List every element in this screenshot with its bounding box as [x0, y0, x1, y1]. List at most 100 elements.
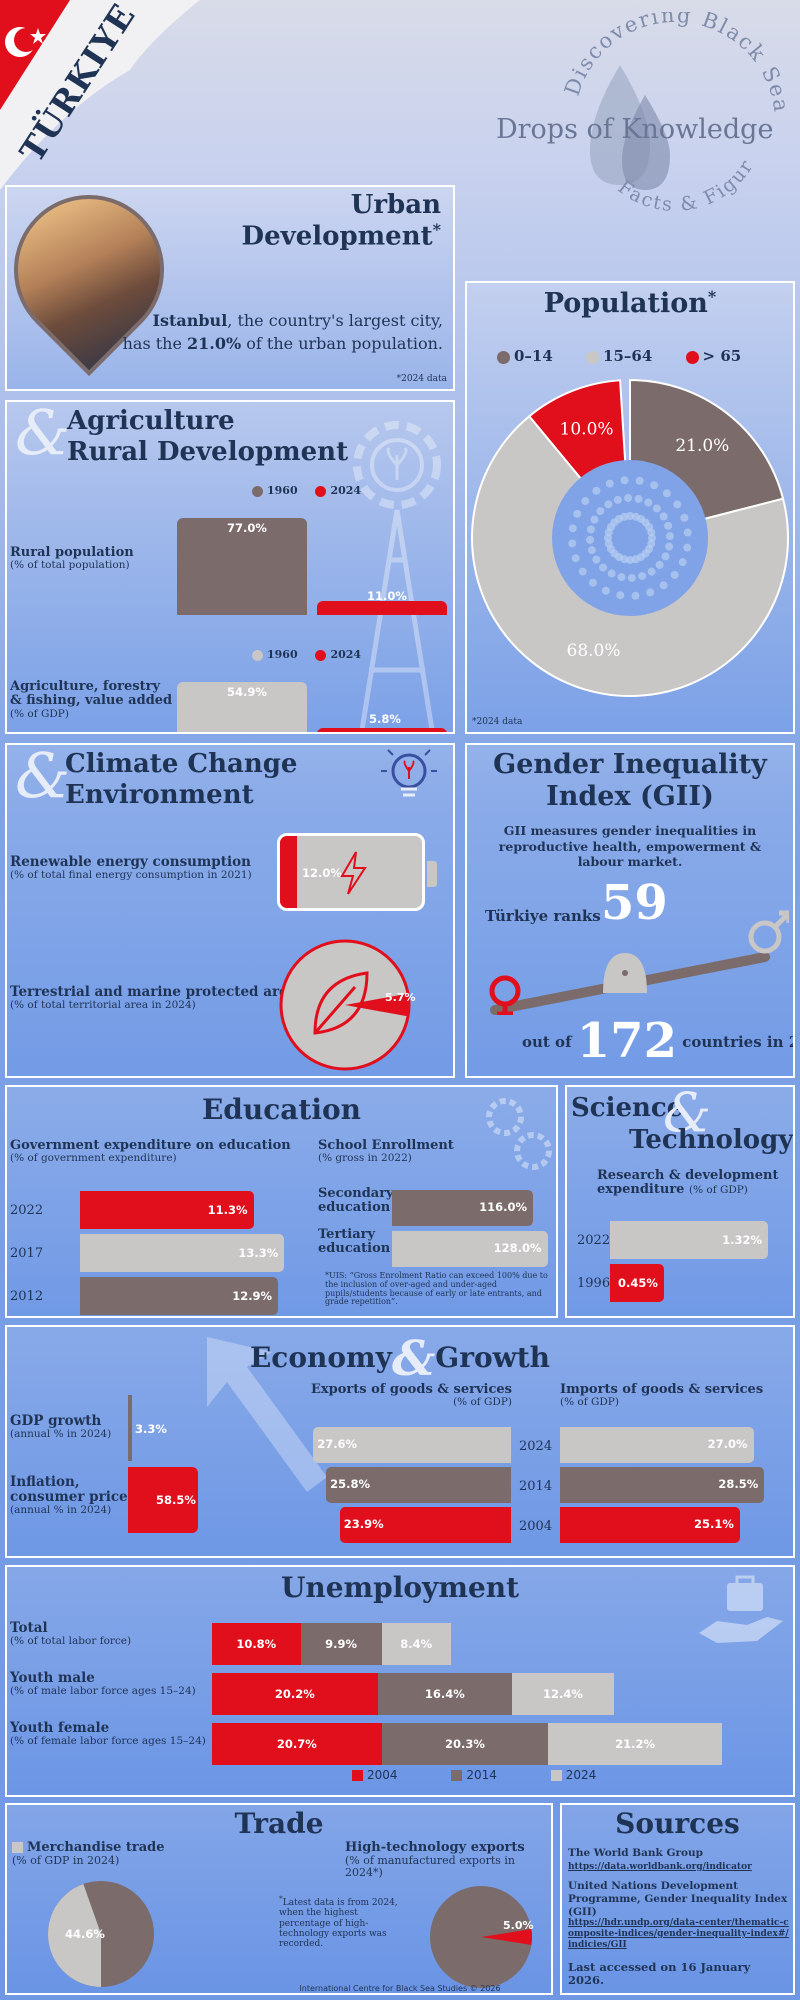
export-value-2004: 23.9%: [343, 1517, 384, 1531]
urban-pct: 21.0%: [187, 334, 242, 354]
agri-title-1: Agriculture: [67, 406, 235, 436]
exp-sub: (% of GDP): [453, 1396, 512, 1409]
source-2: United Nations Development Programme, Ge…: [568, 1880, 788, 1918]
prot-pie-slice: [345, 993, 409, 1017]
climate-amp: &: [15, 743, 71, 812]
gii-title-2: Index (GII): [546, 781, 714, 813]
people-icon: [662, 489, 671, 498]
source-2-link[interactable]: https://hdr.undp.org/data-center/themati…: [568, 1918, 789, 1950]
legend-dot-2024-b: [315, 649, 327, 661]
gii-panel: Gender Inequality Index (GII) GII measur…: [465, 743, 795, 1078]
science-label-2: expenditure: [597, 1182, 685, 1198]
inf-label-2: consumer prices: [10, 1488, 136, 1505]
urban-text-3: of the urban population.: [241, 334, 443, 354]
gdp-sub: (annual % in 2024): [10, 1427, 112, 1440]
unemp-bar-2-1: 20.3%: [381, 1723, 549, 1765]
protected-areas-pie: [279, 939, 411, 1071]
people-icon: [590, 515, 599, 524]
rural-2024-bar: 11.0%: [317, 589, 447, 615]
sci-year-1996: 1996: [577, 1276, 611, 1291]
rural-label: Rural population: [10, 545, 134, 560]
sources-title: Sources: [615, 1807, 740, 1840]
enr-label-line1-0: Secondary: [318, 1186, 394, 1201]
legend-2024-b: 2024: [330, 648, 362, 661]
people-icon: [665, 542, 674, 551]
unemp-label-0: Total (% of total labor force): [10, 1621, 131, 1647]
tower-gear-icon: [353, 421, 441, 730]
unemp-row-sub-0: (% of total labor force): [10, 1634, 132, 1647]
people-icon: [581, 497, 590, 506]
sci-bar-2022: 1.32%: [610, 1221, 768, 1259]
rural-1960-value: 77.0%: [227, 521, 267, 535]
inf-sub: (annual % in 2024): [10, 1503, 112, 1516]
science-title-1: Science: [571, 1093, 684, 1123]
people-icon: [635, 476, 644, 485]
inf-value: 58.5%: [156, 1493, 196, 1507]
gii-total: 172: [576, 1013, 677, 1069]
people-icon: [678, 558, 687, 567]
enr-value-1: 128.0%: [493, 1241, 542, 1255]
leaf-icon: [313, 971, 369, 1035]
battery-chart: 12.0%: [277, 833, 425, 911]
legend-0-14: 0–14: [514, 347, 553, 365]
unemp-legend-2014: 2014: [466, 1768, 497, 1782]
urban-text: Istanbul, the country's largest city, ha…: [123, 309, 443, 355]
growth-arrow-icon: [207, 1337, 327, 1492]
people-icon: [627, 573, 636, 582]
battery-cap: [427, 861, 437, 887]
inf-bar: 58.5%: [128, 1467, 198, 1533]
trade-note-star: *: [279, 1894, 283, 1903]
legend-dot-15-64: [586, 350, 600, 364]
unemp-bar-0-0: 10.8%: [212, 1623, 301, 1665]
urban-title-2: Development: [241, 221, 433, 252]
unemp-value-2-0: 20.7%: [276, 1737, 317, 1751]
unemployment-panel: Unemployment 2004 2014 2024 Total (% of t…: [5, 1565, 795, 1797]
people-icon: [665, 532, 674, 541]
merch-sub: (% of GDP in 2024): [12, 1854, 120, 1868]
people-icon: [659, 581, 668, 590]
unemp-row-sub-2: (% of female labor force ages 15–24): [10, 1734, 206, 1747]
merch-legend-sq: [12, 1842, 23, 1853]
sources-panel: Sources The World Bank Group https://dat…: [560, 1803, 795, 1995]
people-icon: [605, 479, 614, 488]
renew-value: 12.0%: [302, 866, 342, 880]
edu-year-2022: 2022: [10, 1203, 44, 1218]
edu-note: *UIS: “Gross Enrolment Ratio can exceed …: [325, 1271, 548, 1307]
people-icon: [568, 524, 577, 533]
sources-accessed: Last accessed on 16 January 2026.: [568, 1959, 751, 1988]
hitech-value: 5.0%: [503, 1919, 534, 1932]
people-icon: [631, 591, 640, 600]
science-title-2: Technology: [629, 1125, 794, 1155]
unemp-row-label-2: Youth female: [10, 1720, 110, 1736]
battery-fill: [280, 836, 297, 908]
education-title: Education: [201, 1093, 362, 1126]
gii-countries: countries in 2023.: [682, 1033, 793, 1051]
import-value-2004: 25.1%: [693, 1517, 734, 1531]
source-1-link[interactable]: https://data.worldbank.org/indicator: [568, 1861, 752, 1872]
renew-label: Renewable energy consumption: [10, 854, 251, 870]
gdp-label: GDP growth: [10, 1413, 102, 1429]
sci-value-1996: 0.45%: [617, 1276, 658, 1290]
export-value-2024: 27.6%: [317, 1437, 358, 1451]
va-label-1: Agriculture, forestry: [10, 679, 161, 694]
enr-value-0: 116.0%: [479, 1200, 527, 1214]
unemp-bar-1-2: 12.4%: [512, 1673, 614, 1715]
unemp-legend: 2004 2014 2024: [352, 1768, 596, 1782]
edu-enr-sub: (% gross in 2022): [318, 1152, 412, 1165]
population-legend: 0–14 15–64 > 65: [497, 347, 741, 365]
people-icon: [616, 591, 625, 600]
gii-outof: out of: [522, 1033, 572, 1051]
people-icon: [573, 509, 582, 518]
prot-value: 5.7%: [385, 991, 416, 1004]
enr-label-1: Tertiary education: [318, 1227, 390, 1257]
legend-2024: 2024: [330, 484, 362, 497]
import-value-2014: 28.5%: [718, 1477, 759, 1491]
lightbulb-icon: [381, 749, 437, 797]
prot-label: Terrestrial and marine protected areas: [10, 984, 304, 1000]
edu-value-2012: 12.9%: [232, 1289, 273, 1303]
population-label-1: 68.0%: [567, 641, 621, 661]
edu-exp-sub: (% of government expenditure): [10, 1152, 177, 1165]
legend-sq-2024: [550, 1770, 562, 1781]
merch-value: 44.6%: [65, 1927, 105, 1941]
urban-city: Istanbul: [152, 311, 228, 330]
